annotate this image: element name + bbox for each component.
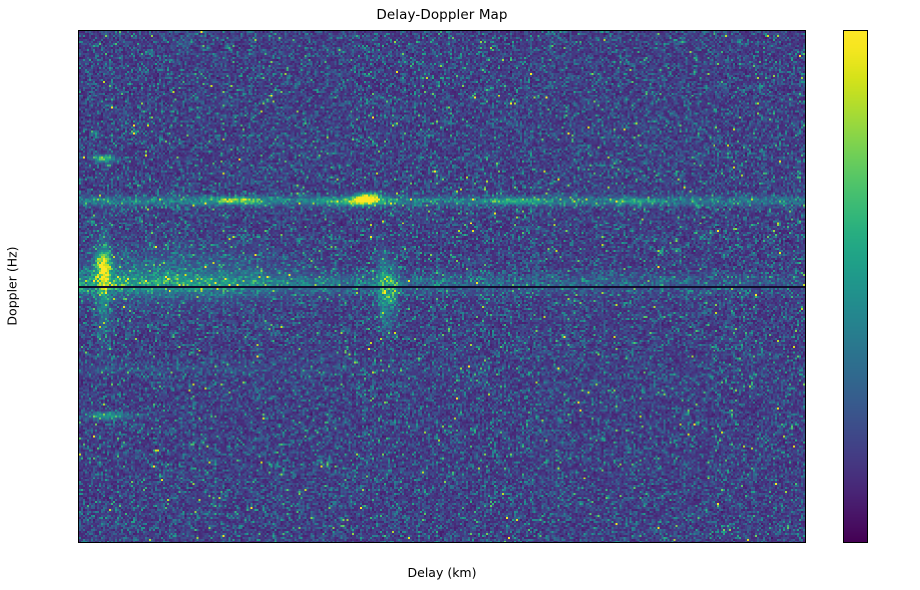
y-tick-mark	[78, 159, 79, 160]
colorbar-tick-mark	[867, 56, 868, 57]
x-axis-label: Delay (km)	[407, 565, 477, 580]
y-tick-mark	[78, 95, 79, 96]
colorbar-tick-mark	[867, 265, 868, 266]
delay-doppler-heatmap	[79, 31, 805, 542]
x-tick-mark	[103, 542, 104, 543]
x-tick-mark	[589, 542, 590, 543]
x-tick-mark	[467, 542, 468, 543]
y-tick-mark	[78, 416, 79, 417]
x-tick-mark	[710, 542, 711, 543]
x-tick-mark	[346, 542, 347, 543]
x-tick-mark	[225, 542, 226, 543]
colorbar-tick-mark	[867, 405, 868, 406]
page-title: Delay-Doppler Map	[376, 7, 508, 23]
colorbar-gradient	[844, 31, 867, 542]
y-tick-mark	[78, 31, 79, 32]
y-tick-mark	[78, 352, 79, 353]
plot-area[interactable]: −200−150−100−5005010015020001020304050	[78, 30, 806, 543]
y-tick-mark	[78, 480, 79, 481]
colorbar-tick-mark	[867, 335, 868, 336]
colorbar-tick-mark	[867, 474, 868, 475]
colorbar-tick-mark	[867, 126, 868, 127]
colorbar-tick-mark	[867, 195, 868, 196]
y-tick-mark	[78, 288, 79, 289]
colorbar[interactable]: 0.02.55.07.510.012.515.017.5	[843, 30, 868, 543]
y-tick-mark	[78, 223, 79, 224]
y-axis-label: Doppler (Hz)	[4, 246, 20, 326]
